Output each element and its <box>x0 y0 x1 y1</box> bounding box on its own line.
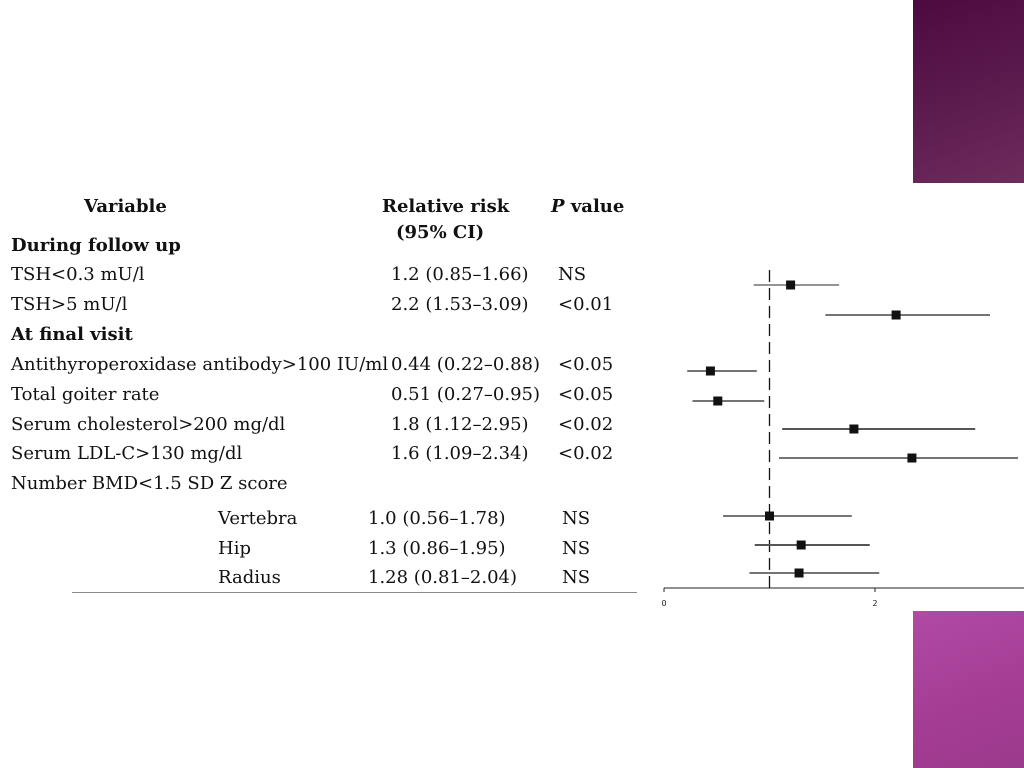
estimate-marker <box>765 511 774 521</box>
row-rr: 1.0 (0.56–1.78) <box>368 508 506 529</box>
estimate-marker <box>849 424 859 434</box>
decorative-block-top <box>913 0 1024 183</box>
estimate-marker <box>786 280 796 290</box>
row-label: TSH>5 mU/l <box>11 294 128 315</box>
row-rr: 1.6 (1.09–2.34) <box>391 443 529 464</box>
estimate-marker <box>891 310 901 320</box>
row-p: <0.05 <box>558 354 614 375</box>
header-ci: (95% CI) <box>396 222 485 243</box>
estimate-marker <box>713 396 723 406</box>
row-label: Total goiter rate <box>11 384 160 405</box>
row-rr: 0.44 (0.22–0.88) <box>391 354 541 375</box>
section-final-visit: At final visit <box>11 324 133 345</box>
row-p: NS <box>562 538 591 559</box>
header-variable: Variable <box>84 196 167 217</box>
x-tick-label: 0 <box>661 599 666 608</box>
row-rr: 1.8 (1.12–2.95) <box>391 414 529 435</box>
estimate-marker <box>794 568 804 578</box>
row-p: NS <box>562 508 591 529</box>
row-p: NS <box>562 567 591 588</box>
row-rr: 2.2 (1.53–3.09) <box>391 294 529 315</box>
section-follow-up: During follow up <box>11 235 181 256</box>
row-p: <0.05 <box>558 384 614 405</box>
row-p: <0.02 <box>558 443 614 464</box>
row-label: Radius <box>218 567 281 588</box>
row-rr: 0.51 (0.27–0.95) <box>391 384 541 405</box>
row-label: Serum LDL-C>130 mg/dl <box>11 443 243 464</box>
row-label: Serum cholesterol>200 mg/dl <box>11 414 286 435</box>
row-rr: 1.3 (0.86–1.95) <box>368 538 506 559</box>
row-label: Antithyroperoxidase antibody>100 IU/ml <box>11 354 389 375</box>
row-p: <0.01 <box>558 294 614 315</box>
row-rr: 1.28 (0.81–2.04) <box>368 567 518 588</box>
row-label: Vertebra <box>218 508 298 529</box>
section-bmd: Number BMD<1.5 SD Z score <box>11 473 288 494</box>
row-label: Hip <box>218 538 251 559</box>
header-p-value: P value <box>551 197 624 217</box>
header-p-word: value <box>570 196 625 217</box>
estimate-marker <box>796 540 806 550</box>
table-bottom-rule <box>72 592 637 593</box>
row-p: <0.02 <box>558 414 614 435</box>
estimate-marker <box>705 366 715 376</box>
decorative-block-bottom <box>913 611 1024 768</box>
header-p-letter: P <box>551 196 565 217</box>
row-label: TSH<0.3 mU/l <box>11 264 145 285</box>
estimate-marker <box>907 453 917 463</box>
header-relative-risk: Relative risk <box>382 196 510 217</box>
row-p: NS <box>558 264 587 285</box>
row-rr: 1.2 (0.85–1.66) <box>391 264 529 285</box>
x-tick-label: 2 <box>872 599 877 608</box>
